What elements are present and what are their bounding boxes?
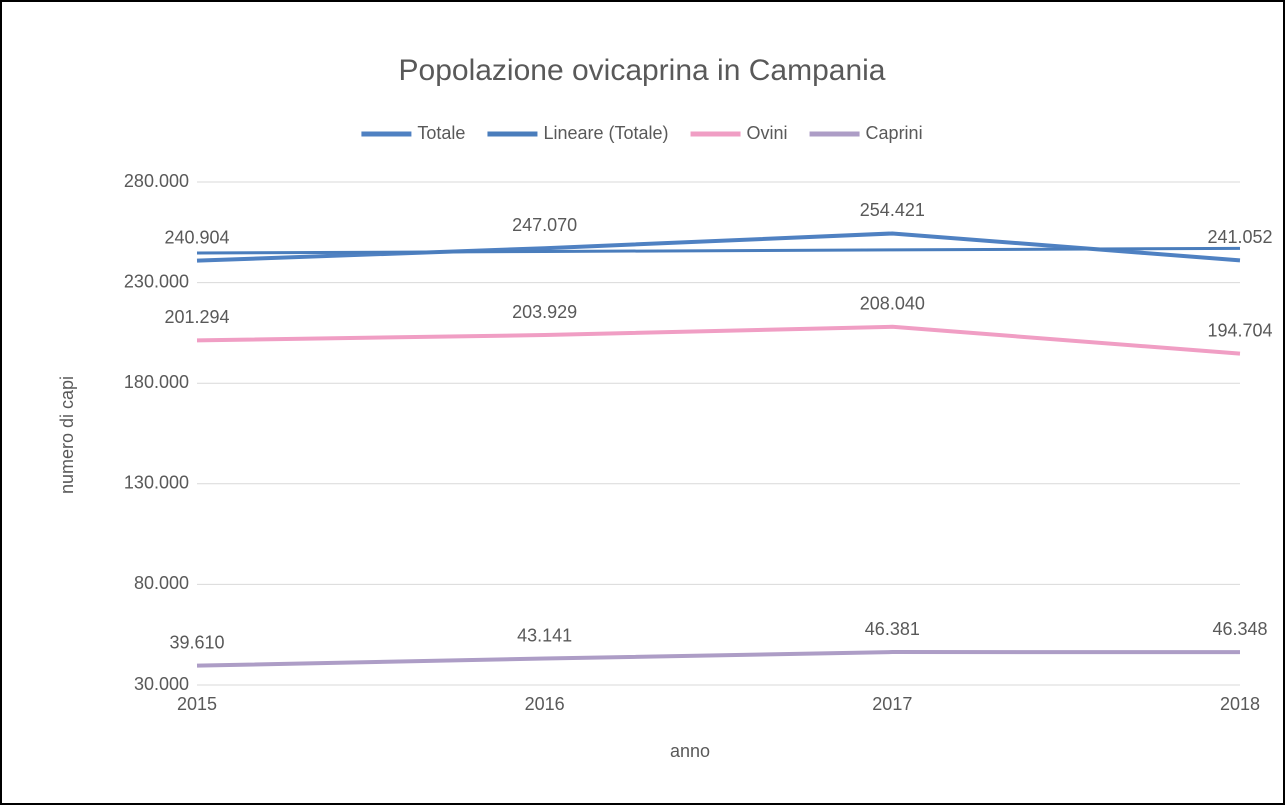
x-axis-title: anno [670,741,710,761]
series-line [196,324,1241,356]
data-label: 201.294 [164,307,229,327]
y-tick-label: 230.000 [124,271,189,291]
y-tick-label: 130.000 [124,473,189,493]
x-tick-label: 2016 [525,694,565,714]
data-label: 247.070 [512,215,577,235]
series-line [196,231,1241,263]
y-axis-title: numero di capi [57,376,77,494]
data-label: 43.141 [517,625,572,645]
y-tick-label: 80.000 [134,573,189,593]
data-label: 208.040 [860,294,925,314]
data-label: 254.421 [860,200,925,220]
legend-label: Ovini [747,123,788,143]
y-tick-label: 280.000 [124,171,189,191]
legend-label: Lineare (Totale) [543,123,668,143]
y-tick-label: 180.000 [124,372,189,392]
series-line [196,246,1241,255]
y-tick-label: 30.000 [134,674,189,694]
data-label: 46.381 [865,619,920,639]
data-label: 46.348 [1212,619,1267,639]
data-label: 203.929 [512,302,577,322]
data-label: 39.610 [169,632,224,652]
data-label: 240.904 [164,227,229,247]
legend-label: Totale [417,123,465,143]
x-tick-label: 2015 [177,694,217,714]
x-tick-label: 2018 [1220,694,1260,714]
data-label: 194.704 [1207,320,1272,340]
x-tick-label: 2017 [872,694,912,714]
data-label: 241.052 [1207,227,1272,247]
chart-title: Popolazione ovicaprina in Campania [399,54,886,87]
legend-label: Caprini [866,123,923,143]
series-line [196,650,1241,668]
